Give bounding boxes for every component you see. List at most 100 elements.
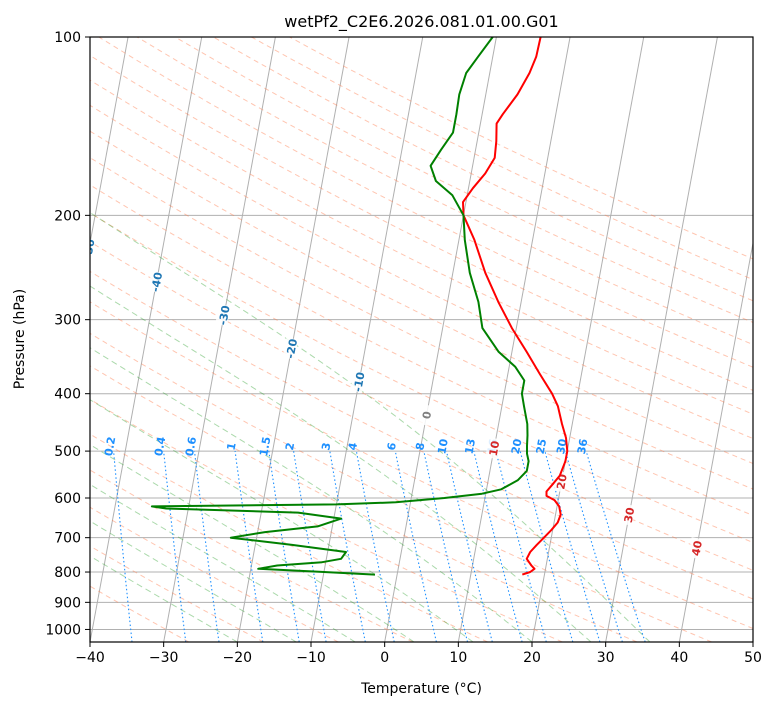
chart-title: wetPf2_C2E6.2026.081.01.00.G01 — [284, 12, 558, 32]
mixing-ratio-label: 36 — [575, 437, 591, 455]
isotherm-line — [384, 37, 497, 642]
mixing-ratio-label: 10 — [435, 437, 451, 455]
mixing-ratio-line — [544, 450, 601, 642]
moist-adiabat-line — [90, 555, 238, 642]
moist-adiabat-line — [90, 285, 592, 642]
isotherm-line — [163, 37, 276, 642]
y-axis-label: Pressure (hPa) — [12, 289, 28, 389]
moist-adiabat-line — [90, 520, 297, 642]
y-tick-label: 800 — [54, 565, 81, 581]
isotherm-label: -10 — [351, 371, 367, 393]
isotherm-label-bg — [282, 337, 299, 360]
isotherm-label: -40 — [149, 271, 165, 293]
isotherm-label-bg — [90, 237, 96, 260]
mixing-ratio-label: 6 — [385, 441, 399, 451]
mixing-ratio-label: 3 — [319, 442, 333, 452]
dry-adiabat-line — [90, 398, 563, 642]
isotherm-label: 40 — [689, 539, 705, 557]
mixing-ratio-line — [445, 450, 493, 642]
moist-adiabat-line — [90, 347, 533, 642]
x-tick-label: −10 — [296, 650, 326, 666]
plot-frame — [89, 36, 754, 643]
mixing-ratio-label: 8 — [413, 442, 427, 452]
mixing-ratio-line — [564, 450, 623, 642]
y-tick-label: 400 — [54, 387, 81, 403]
moist-adiabat-line — [90, 399, 474, 642]
mixing-ratio-line — [193, 451, 220, 642]
y-tick-label: 1000 — [45, 622, 81, 638]
dry-adiabat-line — [90, 104, 753, 440]
mixing-ratio-label: 4 — [346, 441, 360, 451]
mixing-ratio-label: 13 — [463, 438, 479, 455]
mixing-ratio-label: 0.6 — [183, 435, 199, 457]
mixing-ratio-line — [113, 451, 133, 642]
mixing-ratio-label: 2 — [283, 442, 297, 452]
mixing-ratio-line — [234, 451, 264, 642]
mixing-ratio-label: 25 — [534, 438, 550, 455]
isotherm-label: 10 — [487, 439, 503, 457]
x-tick-label: 30 — [597, 650, 615, 666]
x-tick-label: −30 — [149, 650, 179, 666]
mixing-ratio-line — [394, 450, 437, 642]
isotherm-line — [531, 37, 645, 642]
x-tick-label: 40 — [670, 650, 688, 666]
dry-adiabat-line — [90, 301, 753, 630]
isotherm-label: -30 — [216, 304, 232, 326]
x-tick-label: −20 — [223, 650, 253, 666]
mixing-ratio-line — [163, 451, 187, 642]
isotherm-label-bg — [485, 437, 501, 460]
x-tick-label: 20 — [523, 650, 541, 666]
isotherm-label-bg — [417, 404, 434, 426]
dry-adiabat-line — [90, 433, 488, 642]
mixing-ratio-line — [473, 450, 523, 642]
y-tick-label: 200 — [54, 208, 81, 224]
mixing-ratio-line — [585, 450, 646, 642]
dry-adiabat-line — [136, 37, 753, 346]
isotherm-label: 30 — [622, 506, 638, 524]
y-tick-label: 100 — [54, 30, 81, 46]
isotherm-label-bg — [688, 537, 704, 559]
dry-adiabat-line — [90, 54, 753, 391]
y-tick-label: 600 — [54, 491, 81, 507]
moist-adiabat-line — [90, 483, 356, 642]
isotherm-label-bg — [215, 304, 231, 327]
x-axis-label: Temperature (°C) — [360, 681, 482, 697]
isotherm-line — [605, 37, 718, 642]
x-tick-label: 10 — [449, 650, 467, 666]
isotherm-label: -50 — [81, 238, 97, 260]
dry-adiabat-line — [90, 270, 753, 600]
dry-adiabat-line — [90, 365, 638, 642]
moist-adiabat-line — [90, 212, 651, 642]
dewpoint-profile-line — [150, 37, 530, 576]
dry-adiabat-line — [90, 157, 753, 490]
y-tick-label: 700 — [54, 531, 81, 547]
dry-adiabat-line — [90, 184, 753, 516]
dry-adiabat-line — [90, 212, 753, 544]
x-tick-label: 50 — [744, 650, 762, 666]
isotherm-label-bg — [620, 503, 636, 526]
mixing-ratio-label: 0.4 — [152, 435, 168, 457]
isotherm-label: -20 — [284, 337, 300, 359]
mixing-ratio-label: 1.5 — [257, 436, 273, 458]
temperature-profile-line — [462, 37, 569, 576]
y-tick-label: 500 — [54, 444, 81, 460]
isotherm-label-bg — [350, 370, 366, 393]
isotherm-line — [310, 37, 424, 642]
dry-adiabat-line — [213, 37, 753, 302]
mixing-ratio-line — [519, 450, 574, 642]
isotherm-line — [457, 37, 571, 642]
isotherm-line — [90, 37, 129, 246]
x-tick-label: −40 — [75, 650, 105, 666]
mixing-ratio-line — [355, 451, 395, 642]
mixing-ratio-line — [423, 450, 469, 642]
mixing-ratio-line — [495, 450, 547, 642]
x-tick-label: 0 — [380, 650, 389, 666]
y-tick-label: 900 — [54, 595, 81, 611]
y-tick-label: 300 — [54, 313, 81, 329]
mixing-ratio-label: 20 — [509, 437, 525, 455]
isotherm-label-bg — [552, 470, 569, 493]
mixing-ratio-label: 0.2 — [102, 436, 118, 458]
mixing-ratio-line — [329, 451, 366, 642]
isotherm-label-bg — [147, 270, 164, 293]
